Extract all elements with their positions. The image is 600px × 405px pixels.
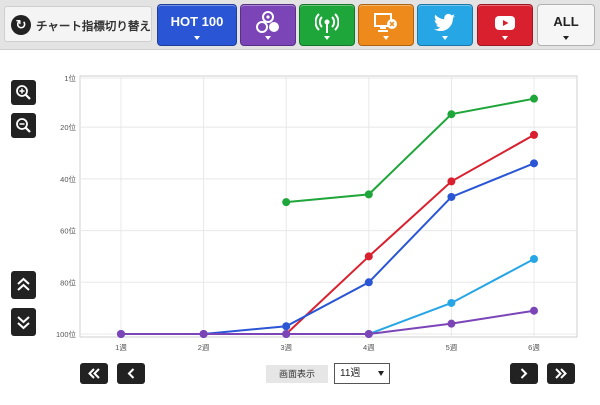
double-chevron-up-icon <box>17 277 30 291</box>
x-tick-label: 6週 <box>528 343 540 352</box>
series-0 <box>282 94 538 207</box>
x-tick-label: 2週 <box>198 343 210 352</box>
series-line <box>285 134 535 335</box>
tab-radio[interactable] <box>299 4 355 46</box>
tab-hot100[interactable]: HOT 100 <box>157 4 237 46</box>
series-line <box>286 97 535 204</box>
data-point[interactable] <box>364 278 373 287</box>
data-point[interactable] <box>364 252 373 261</box>
data-point[interactable] <box>282 322 291 331</box>
zoom-out-icon <box>16 118 31 133</box>
chevron-down-icon <box>383 36 389 40</box>
tab-sales[interactable] <box>240 4 296 46</box>
chevron-down-icon <box>442 36 448 40</box>
x-tick-label: 1週 <box>115 343 127 352</box>
zoom-out-button[interactable] <box>11 113 36 138</box>
y-tick-label: 60位 <box>60 226 76 236</box>
data-point[interactable] <box>530 255 538 264</box>
display-weeks-select[interactable]: 11週 <box>334 363 390 384</box>
data-point[interactable] <box>447 192 456 201</box>
data-point[interactable] <box>282 330 291 338</box>
data-point[interactable] <box>447 177 456 186</box>
plot-area <box>79 75 578 338</box>
next-page-button[interactable] <box>510 363 538 384</box>
tab-pc[interactable] <box>358 4 414 46</box>
chevron-left-icon <box>127 368 135 379</box>
tab-youtube[interactable] <box>477 4 533 46</box>
twitter-icon <box>434 13 455 32</box>
x-tick-label: 5週 <box>446 343 458 352</box>
data-point[interactable] <box>199 330 208 338</box>
chart-switch-label: チャート指標切り替え <box>36 21 151 33</box>
display-weeks-value: 11週 <box>340 368 361 379</box>
y-tick-label: 40位 <box>60 174 76 184</box>
y-tick-label: 80位 <box>60 277 76 287</box>
tab-all-label: ALL <box>553 14 579 29</box>
data-point[interactable] <box>447 298 456 307</box>
y-tick-label: 100位 <box>56 329 77 339</box>
chevron-down-icon <box>378 371 384 376</box>
x-tick-label: 4週 <box>363 343 375 352</box>
data-point[interactable] <box>530 306 538 315</box>
y-tick-label: 1位 <box>64 73 76 83</box>
pc-lookup-icon <box>374 13 397 32</box>
scroll-up-button[interactable] <box>11 271 36 299</box>
data-point[interactable] <box>530 94 538 103</box>
y-tick-label: 20位 <box>60 122 76 132</box>
series-4 <box>117 306 538 338</box>
chevron-right-icon <box>520 368 528 379</box>
switch-icon: ↻ <box>11 15 31 35</box>
chevron-down-icon <box>502 36 508 40</box>
data-point[interactable] <box>364 330 373 338</box>
youtube-icon <box>495 16 515 30</box>
prev-page-button[interactable] <box>117 363 145 384</box>
data-point[interactable] <box>530 130 538 139</box>
double-chevron-down-icon <box>17 316 30 330</box>
tab-hot100-label: HOT 100 <box>170 14 224 29</box>
chevron-down-icon <box>563 36 569 40</box>
double-chevron-left-icon <box>88 368 100 379</box>
zoom-in-icon <box>16 85 31 100</box>
data-point[interactable] <box>282 198 291 207</box>
scroll-down-button[interactable] <box>11 308 36 336</box>
data-point[interactable] <box>364 190 373 199</box>
sales-icon <box>256 11 279 33</box>
double-chevron-right-icon <box>555 368 567 379</box>
rank-line-chart: 1位 20位 40位 60位 80位 100位 1週 2週 3週 4週 5週 6週 <box>56 73 578 352</box>
chevron-down-icon <box>194 36 200 40</box>
chevron-down-icon <box>265 36 271 40</box>
tab-all[interactable]: ALL <box>537 4 595 46</box>
first-page-button[interactable] <box>80 363 108 384</box>
x-tick-label: 3週 <box>280 343 292 352</box>
chart-switch-button[interactable]: ↻ チャート指標切り替え <box>4 6 152 42</box>
tab-twitter[interactable] <box>417 4 473 46</box>
chevron-down-icon <box>324 36 330 40</box>
chart-toolbar: ↻ チャート指標切り替え HOT 100 <box>0 0 600 50</box>
radio-icon <box>315 13 339 33</box>
last-page-button[interactable] <box>547 363 575 384</box>
data-point[interactable] <box>530 159 538 168</box>
display-period-label: 画面表示 <box>266 365 328 383</box>
zoom-in-button[interactable] <box>11 80 36 105</box>
series-line <box>121 309 535 335</box>
data-point[interactable] <box>447 110 456 119</box>
data-point[interactable] <box>447 319 456 328</box>
data-point[interactable] <box>117 330 125 338</box>
